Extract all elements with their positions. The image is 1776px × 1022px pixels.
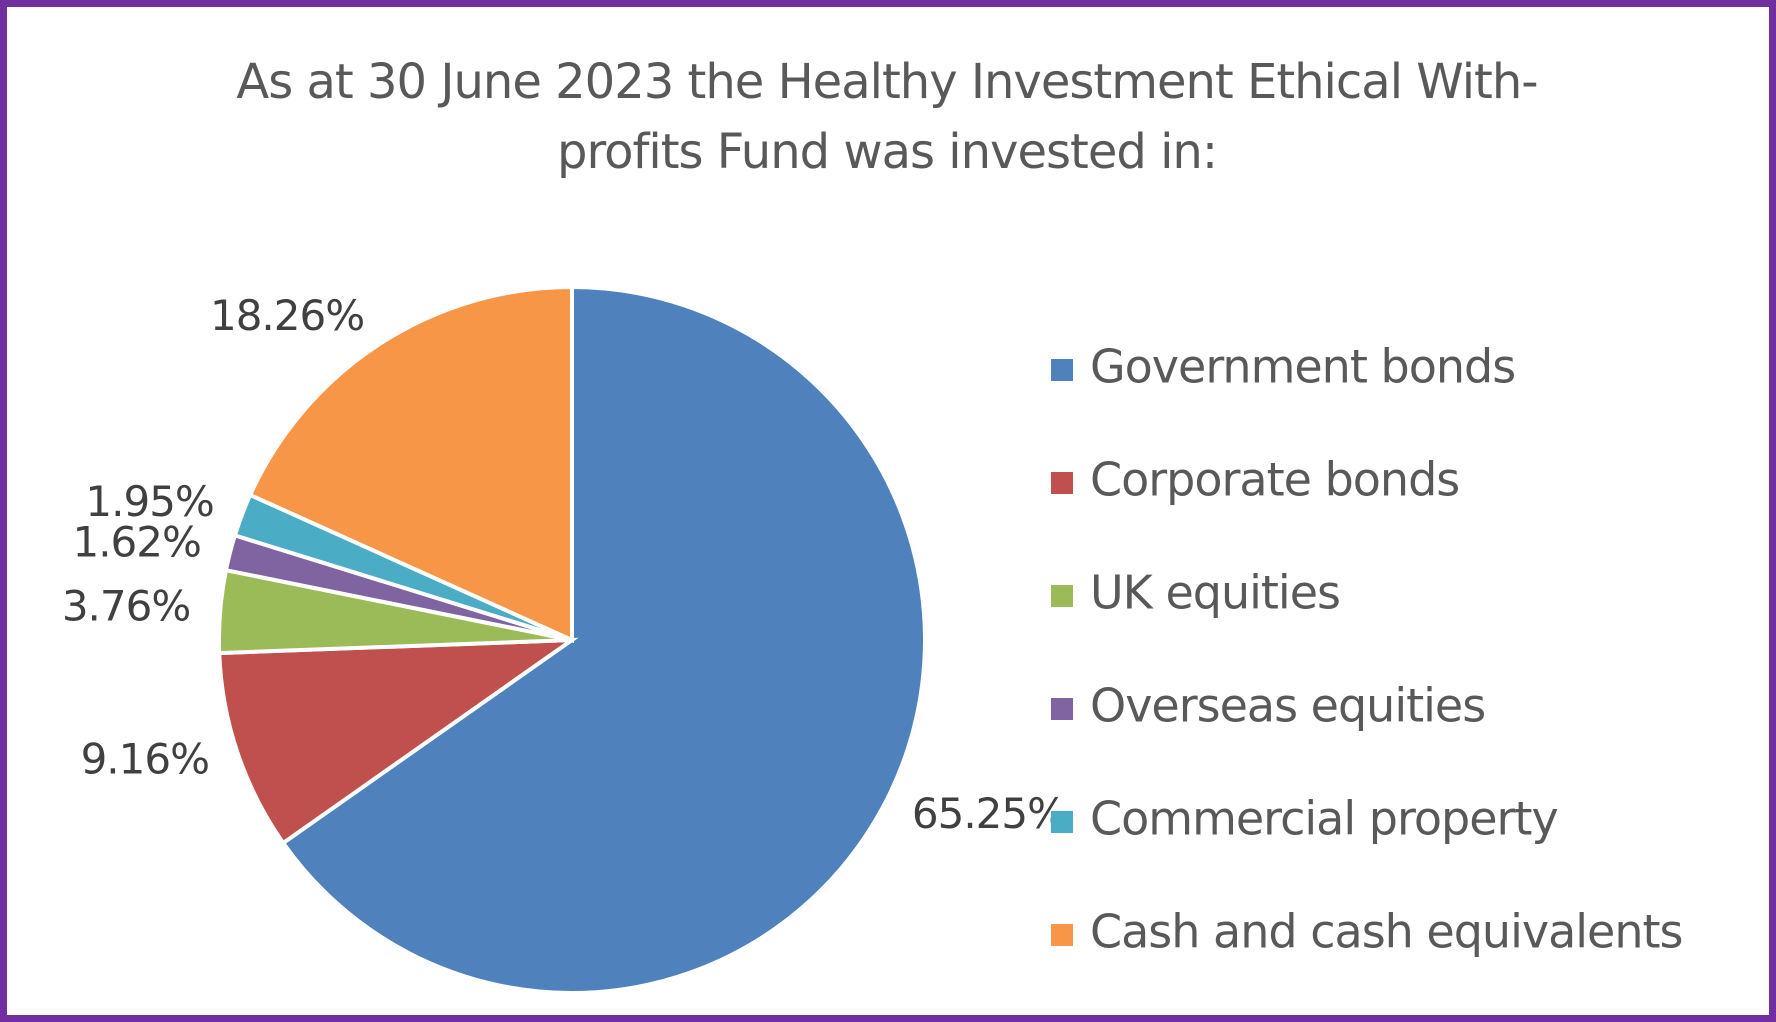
chart-title: As at 30 June 2023 the Healthy Investmen… xyxy=(236,54,1538,180)
legend-swatch xyxy=(1051,924,1073,946)
data-label: 9.16% xyxy=(81,735,209,784)
pie-slice xyxy=(217,637,579,846)
legend-label: Commercial property xyxy=(1090,792,1558,846)
legend-label: Government bonds xyxy=(1090,340,1515,394)
legend-swatch xyxy=(1051,585,1073,607)
legend-swatch xyxy=(1051,698,1073,720)
legend-swatch xyxy=(1051,359,1073,381)
data-label: 1.95% xyxy=(85,477,213,526)
pie-slice xyxy=(247,284,574,644)
legend-label: Overseas equities xyxy=(1090,679,1485,733)
legend-label: UK equities xyxy=(1090,566,1340,620)
data-label: 65.25% xyxy=(912,789,1066,838)
legend-swatch xyxy=(1051,472,1073,494)
pie-slice xyxy=(280,284,927,995)
data-label: 18.26% xyxy=(210,291,364,340)
data-label: 1.62% xyxy=(72,518,200,567)
legend-label: Cash and cash equivalents xyxy=(1090,905,1683,959)
data-label: 3.76% xyxy=(62,581,190,630)
legend-label: Corporate bonds xyxy=(1090,453,1459,507)
legend-swatch xyxy=(1051,811,1073,833)
